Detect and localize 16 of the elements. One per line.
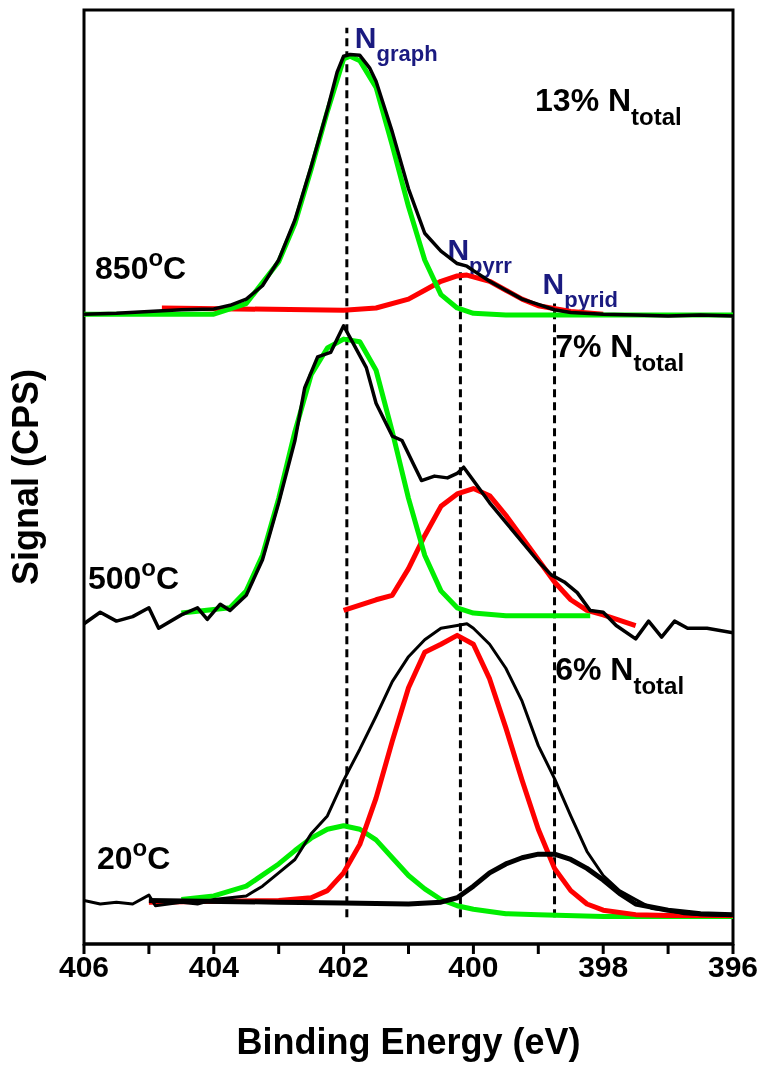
annotation: 850$^{o}$C (95, 243, 187, 286)
x-tick-label: 398 (578, 950, 629, 984)
x-tick-label: 404 (188, 950, 240, 984)
annotation: 7% N$_{total}$ (555, 327, 685, 376)
ref-line-label: N$_{graph}$ (354, 20, 438, 66)
annotation: 13% N$_{total}$ (535, 81, 682, 130)
x-tick-label: 402 (318, 950, 369, 984)
ref-line-label: N$_{pyrid}$ (542, 266, 618, 312)
annotation: 500$^{o}$C (87, 553, 180, 597)
x-tick-label: 406 (58, 950, 110, 984)
x-axis-title: Binding Energy (eV) (236, 1021, 581, 1062)
x-tick-label: 400 (448, 950, 499, 984)
annotation: 6% N$_{total}$ (555, 650, 685, 699)
annotation: 20$^{o}$C (96, 833, 171, 877)
x-tick-label: 396 (707, 950, 759, 984)
y-axis-title: Signal (CPS) (5, 368, 46, 586)
